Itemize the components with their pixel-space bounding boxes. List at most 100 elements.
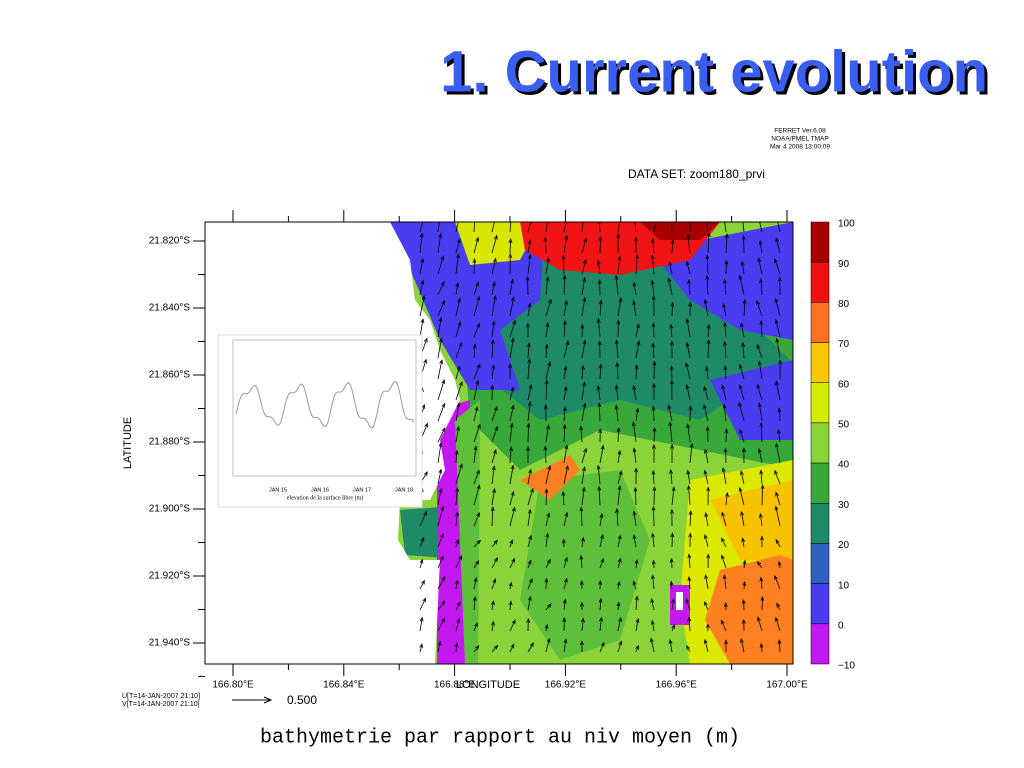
- vector-head: [703, 638, 708, 644]
- vector: [617, 617, 622, 632]
- vector-head: [756, 343, 761, 349]
- vector: [527, 240, 531, 254]
- vector: [743, 582, 746, 590]
- vector-head: [742, 559, 747, 565]
- vector-head: [649, 637, 654, 643]
- vector: [634, 222, 637, 233]
- vector: [491, 235, 498, 254]
- vector: [616, 509, 619, 527]
- vector-head: [598, 428, 603, 434]
- vector-head: [740, 322, 744, 328]
- vector: [688, 554, 691, 569]
- vector: [419, 598, 427, 611]
- vector-head: [437, 640, 442, 646]
- vector: [437, 600, 446, 611]
- vector-head: [652, 443, 656, 449]
- vector-head: [704, 574, 709, 580]
- vector-head: [757, 360, 762, 366]
- vector-head: [738, 486, 743, 492]
- vector: [545, 425, 549, 443]
- colorbar-label: 20: [838, 540, 850, 551]
- vector-head: [632, 300, 637, 306]
- vector-head: [721, 384, 726, 390]
- vector: [581, 238, 587, 254]
- vector-head: [508, 238, 513, 244]
- vector-head: [527, 508, 532, 514]
- vector-head: [419, 232, 424, 238]
- vector: [545, 465, 551, 485]
- colorbar-band: [810, 503, 830, 544]
- vector-head: [722, 574, 727, 580]
- vector: [544, 446, 547, 464]
- vector: [581, 537, 584, 548]
- vector: [581, 403, 586, 422]
- vector: [597, 260, 601, 275]
- vector: [419, 644, 423, 653]
- vector: [635, 341, 640, 359]
- vector-head: [614, 384, 619, 390]
- vector-head: [616, 319, 621, 325]
- vector: [775, 443, 781, 464]
- field: [205, 212, 793, 664]
- vector: [419, 233, 423, 254]
- vector: [725, 234, 728, 254]
- vector: [723, 404, 727, 422]
- vector-head: [724, 233, 729, 239]
- vector-head: [582, 339, 587, 345]
- vector-head: [510, 404, 515, 410]
- vector-head: [597, 279, 602, 284]
- vector-head: [458, 555, 462, 561]
- vector: [705, 575, 709, 590]
- vector: [473, 540, 481, 548]
- y-axis-label: LATITUDE: [122, 417, 134, 469]
- vector-head: [687, 278, 692, 284]
- colorbar-label: 70: [838, 339, 850, 350]
- colorbar-label: 100: [838, 219, 855, 230]
- vector-head: [600, 557, 605, 563]
- vector-head: [685, 362, 689, 368]
- x-tick-label: 166.80°E: [212, 680, 254, 691]
- vector-head: [423, 471, 428, 477]
- vector: [473, 344, 476, 359]
- colorbar-label: 50: [838, 420, 850, 431]
- vector-head: [759, 277, 763, 283]
- vector: [455, 342, 463, 359]
- vector: [652, 406, 655, 422]
- vector-head: [651, 342, 656, 348]
- vector-head: [704, 212, 707, 216]
- vector-head: [687, 576, 692, 582]
- vector: [545, 299, 552, 317]
- vector: [581, 222, 584, 233]
- vector-head: [527, 239, 532, 245]
- vector: [741, 511, 745, 527]
- y-tick-label: 21.880°S: [149, 437, 191, 448]
- vector: [509, 507, 516, 527]
- vector: [633, 282, 637, 296]
- vector-head: [741, 537, 746, 543]
- vector-head: [618, 616, 622, 622]
- vector-head: [438, 232, 443, 238]
- vector-head: [564, 444, 569, 450]
- vector: [653, 427, 656, 443]
- vector-head: [527, 401, 532, 407]
- vector: [437, 469, 442, 485]
- vector-head: [544, 488, 549, 494]
- vector-head: [775, 491, 779, 497]
- vector: [759, 222, 763, 233]
- vector: [704, 639, 709, 653]
- vector: [455, 488, 458, 506]
- vector-head: [545, 532, 550, 538]
- vector-head: [493, 234, 498, 240]
- vector: [617, 470, 622, 485]
- vector-head: [508, 600, 513, 606]
- vector: [760, 321, 763, 338]
- vector: [455, 298, 461, 317]
- vector: [563, 599, 566, 611]
- colorbar-band: [810, 422, 830, 464]
- vector: [599, 534, 604, 548]
- vector: [455, 426, 460, 443]
- vector: [527, 488, 534, 506]
- vector-head: [723, 447, 728, 453]
- vector: [527, 343, 530, 359]
- vector: [473, 323, 480, 338]
